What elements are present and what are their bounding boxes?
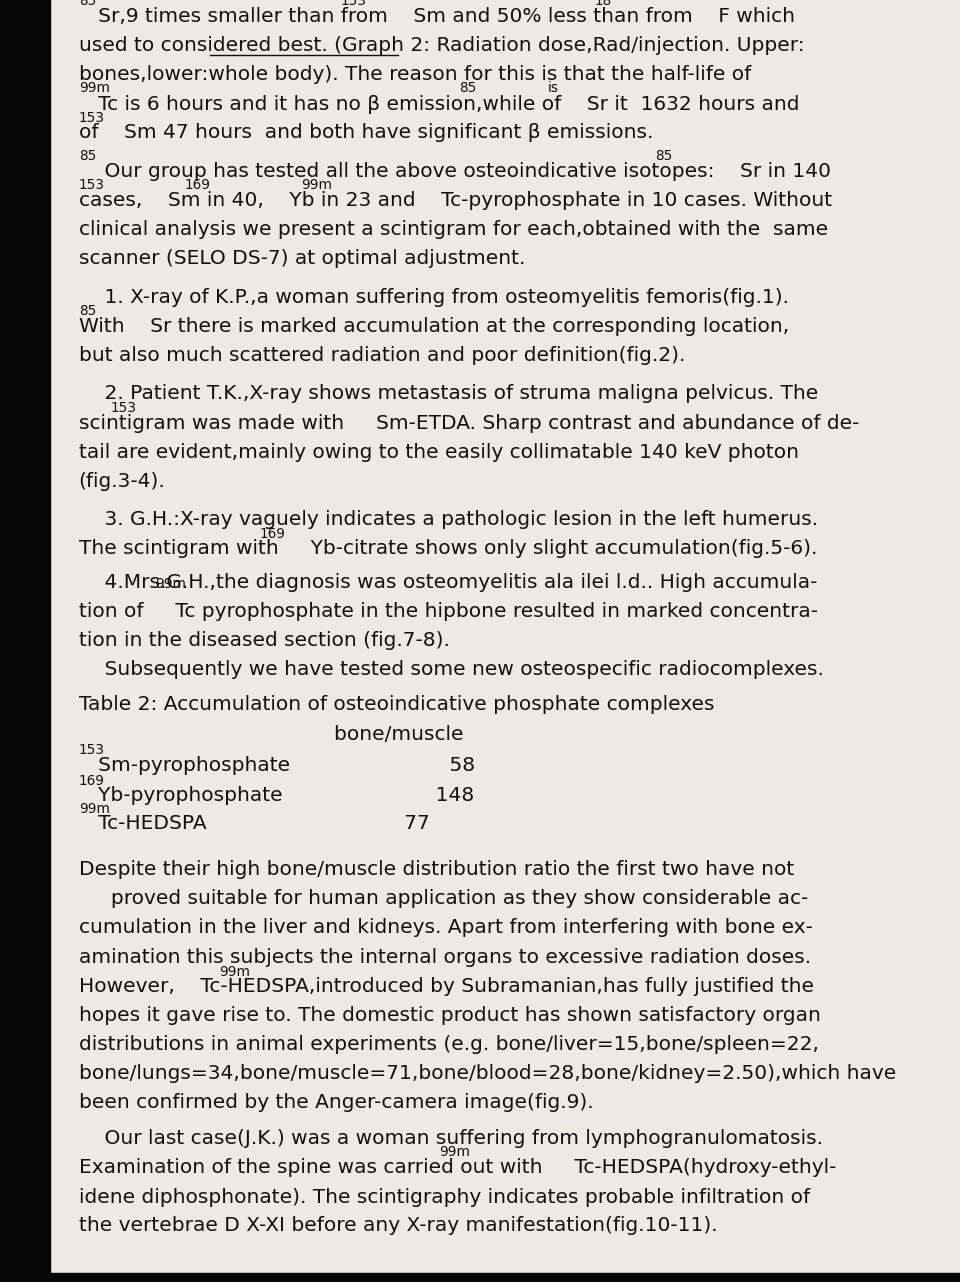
Text: Table 2: Accumulation of osteoindicative phosphate complexes: Table 2: Accumulation of osteoindicative… [79,695,714,714]
Text: 169: 169 [184,178,210,192]
Text: is: is [548,81,559,95]
Text: 169: 169 [79,773,105,787]
Text: distributions in animal experiments (e.g. bone/liver=15,bone/spleen=22,: distributions in animal experiments (e.g… [79,1035,819,1054]
Text: Sm-pyrophosphate                         58: Sm-pyrophosphate 58 [79,756,475,776]
Text: bone/lungs=34,bone/muscle=71,bone/blood=28,bone/kidney=2.50),which have: bone/lungs=34,bone/muscle=71,bone/blood=… [79,1064,896,1083]
Text: 99m: 99m [219,964,250,978]
Text: the vertebrae D X-XI before any X-ray manifestation(fig.10-11).: the vertebrae D X-XI before any X-ray ma… [79,1217,717,1236]
Text: 99m: 99m [156,577,186,591]
Text: tail are evident,mainly owing to the easily collimatable 140 keV photon: tail are evident,mainly owing to the eas… [79,442,799,462]
Text: hopes it gave rise to. The domestic product has shown satisfactory organ: hopes it gave rise to. The domestic prod… [79,1006,821,1026]
Text: clinical analysis we present a scintigram for each,obtained with the  same: clinical analysis we present a scintigra… [79,221,828,240]
Text: 85: 85 [655,149,672,163]
Text: 153: 153 [110,401,136,415]
Text: 85: 85 [79,149,96,163]
Text: Sr,9 times smaller than from    Sm and 50% less than from    F which: Sr,9 times smaller than from Sm and 50% … [79,6,795,26]
Text: 3. G.H.:X-ray vaguely indicates a pathologic lesion in the left humerus.: 3. G.H.:X-ray vaguely indicates a pathol… [79,510,818,529]
Text: Subsequently we have tested some new osteospecific radiocomplexes.: Subsequently we have tested some new ost… [79,660,824,679]
Bar [0,1273,960,1282]
Text: 99m: 99m [79,81,109,95]
Text: proved suitable for human application as they show considerable ac-: proved suitable for human application as… [79,890,808,909]
Text: cases,    Sm in 40,    Yb in 23 and    Tc-pyrophosphate in 10 cases. Without: cases, Sm in 40, Yb in 23 and Tc-pyropho… [79,191,832,210]
Text: idene diphosphonate). The scintigraphy indicates probable infiltration of: idene diphosphonate). The scintigraphy i… [79,1187,810,1206]
Text: 169: 169 [259,527,286,541]
Text: tion of     Tc pyrophosphate in the hipbone resulted in marked concentra-: tion of Tc pyrophosphate in the hipbone … [79,603,818,622]
Text: 18: 18 [595,0,612,8]
Text: 153: 153 [79,110,105,124]
Text: Tc is 6 hours and it has no β emission,while of    Sr it  1632 hours and: Tc is 6 hours and it has no β emission,w… [79,95,800,114]
Text: 99m: 99m [301,178,332,192]
Text: amination this subjects the internal organs to excessive radiation doses.: amination this subjects the internal org… [79,947,811,967]
Text: 4.Mrs.G.H.,the diagnosis was osteomyelitis ala ilei l.d.. High accumula-: 4.Mrs.G.H.,the diagnosis was osteomyelit… [79,573,817,592]
Text: 85: 85 [459,81,477,95]
Text: 2. Patient T.K.,X-ray shows metastasis of struma maligna pelvicus. The: 2. Patient T.K.,X-ray shows metastasis o… [79,385,818,404]
Text: 153: 153 [79,744,105,758]
Text: However,    Tc-HEDSPA,introduced by Subramanian,has fully justified the: However, Tc-HEDSPA,introduced by Subrama… [79,977,814,996]
Text: The scintigram with     Yb-citrate shows only slight accumulation(fig.5-6).: The scintigram with Yb-citrate shows onl… [79,540,817,559]
Text: bone/muscle: bone/muscle [79,724,464,744]
Text: 99m: 99m [440,1145,470,1159]
Text: but also much scattered radiation and poor definition(fig.2).: but also much scattered radiation and po… [79,346,685,365]
Text: tion in the diseased section (fig.7-8).: tion in the diseased section (fig.7-8). [79,631,449,650]
Text: bones,lower:whole body). The reason for this is that the half-life of: bones,lower:whole body). The reason for … [79,65,751,85]
Text: 85: 85 [79,304,96,318]
Text: of    Sm 47 hours  and both have significant β emissions.: of Sm 47 hours and both have significant… [79,123,653,142]
Text: Yb-pyrophosphate                        148: Yb-pyrophosphate 148 [79,786,474,805]
Text: Despite their high bone/muscle distribution ratio the first two have not: Despite their high bone/muscle distribut… [79,860,794,879]
Text: cumulation in the liver and kidneys. Apart from interfering with bone ex-: cumulation in the liver and kidneys. Apa… [79,918,812,937]
Text: 1. X-ray of K.P.,a woman suffering from osteomyelitis femoris(fig.1).: 1. X-ray of K.P.,a woman suffering from … [79,287,789,306]
Text: 99m: 99m [79,803,109,817]
Text: 153: 153 [340,0,367,8]
Text: scanner (SELO DS-7) at optimal adjustment.: scanner (SELO DS-7) at optimal adjustmen… [79,249,525,268]
Text: With    Sr there is marked accumulation at the corresponding location,: With Sr there is marked accumulation at … [79,317,789,336]
Text: been confirmed by the Anger-camera image(fig.9).: been confirmed by the Anger-camera image… [79,1094,593,1113]
Text: Tc-HEDSPA                               77: Tc-HEDSPA 77 [79,814,429,833]
Bar [0,0,50,1282]
Text: Examination of the spine was carried out with     Tc-HEDSPA(hydroxy-ethyl-: Examination of the spine was carried out… [79,1158,836,1177]
Text: Our last case(J.K.) was a woman suffering from lymphogranulomatosis.: Our last case(J.K.) was a woman sufferin… [79,1128,823,1147]
Text: scintigram was made with     Sm-ETDA. Sharp contrast and abundance of de-: scintigram was made with Sm-ETDA. Sharp … [79,414,859,433]
Text: 85: 85 [79,0,96,8]
Text: Our group has tested all the above osteoindicative isotopes:    Sr in 140: Our group has tested all the above osteo… [79,162,830,181]
Text: used to considered best. (Graph 2: Radiation dose,Rad/injection. Upper:: used to considered best. (Graph 2: Radia… [79,36,804,55]
Text: 153: 153 [79,178,105,192]
Text: (fig.3-4).: (fig.3-4). [79,472,165,491]
